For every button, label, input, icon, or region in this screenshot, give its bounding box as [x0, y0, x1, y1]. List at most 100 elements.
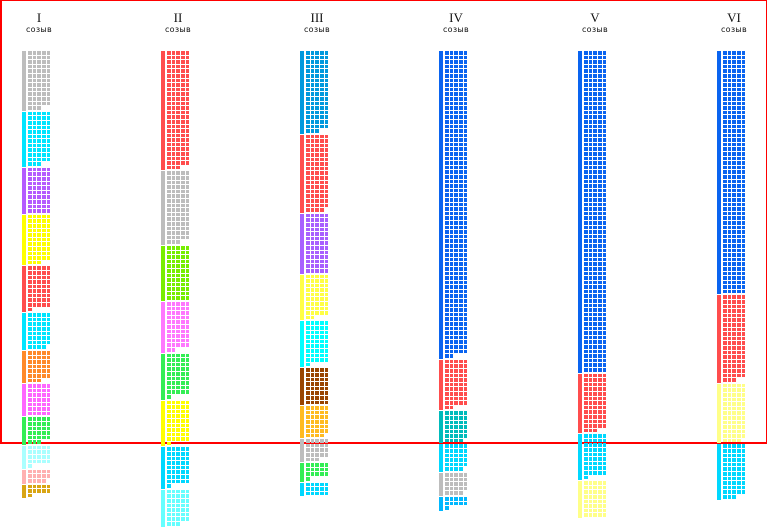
- seat-cell: [167, 371, 171, 376]
- seat-cell: [602, 115, 607, 119]
- seat-cell: [593, 78, 598, 83]
- seat-cell: [463, 359, 468, 364]
- seat-cell: [459, 378, 463, 382]
- seat-cell: [732, 165, 737, 170]
- seat-cell: [185, 92, 190, 96]
- seat-cell: [459, 188, 463, 193]
- seat-cell: [449, 335, 454, 340]
- seat-cell: [732, 257, 737, 262]
- seat-cell: [310, 236, 315, 241]
- seat-cell: [306, 115, 310, 119]
- faction-segment: [161, 51, 195, 171]
- seat-cell: [602, 83, 607, 87]
- seat-cell: [185, 212, 190, 217]
- seat-cell: [171, 185, 176, 189]
- seat-cell: [181, 55, 185, 60]
- seat-cell: [28, 177, 32, 181]
- seat-cell: [723, 216, 727, 220]
- seat-cell: [181, 51, 185, 55]
- seat-cell: [37, 331, 42, 336]
- seat-cell: [310, 119, 315, 124]
- seat-cell: [320, 335, 324, 339]
- seat-cell: [42, 51, 46, 55]
- seat-cell: [320, 176, 324, 180]
- seat-cell: [459, 491, 463, 495]
- seat-cell: [320, 264, 324, 268]
- seat-cell: [584, 78, 588, 83]
- seat-cell: [37, 55, 42, 60]
- seat-cell: [598, 335, 602, 340]
- seat-cell: [445, 501, 449, 506]
- seat-cell: [32, 251, 37, 256]
- seat-cell: [727, 175, 732, 179]
- faction-segment: [161, 447, 195, 489]
- seat-cell: [598, 60, 602, 64]
- seat-cell: [449, 96, 454, 101]
- seat-cell: [46, 73, 51, 78]
- seat-cell: [37, 246, 42, 251]
- seat-cell: [315, 353, 320, 358]
- seat-cell: [598, 110, 602, 115]
- seat-cell: [176, 208, 181, 212]
- seat-cell: [737, 485, 741, 490]
- seat-cell: [598, 64, 602, 69]
- seat-grid: [445, 497, 473, 511]
- seat-cell: [306, 78, 310, 83]
- seat-cell: [306, 194, 310, 198]
- seat-cell: [306, 306, 310, 311]
- seat-cell: [732, 156, 737, 161]
- seat-cell: [42, 101, 46, 106]
- seat-cell: [181, 409, 185, 414]
- seat-cell: [181, 69, 185, 73]
- seat-cell: [37, 450, 42, 455]
- seat-cell: [588, 443, 593, 448]
- seat-cell: [185, 371, 190, 376]
- seat-cell: [176, 376, 181, 381]
- seat-cell: [28, 60, 32, 64]
- seat-cell: [584, 303, 588, 308]
- seat-cell: [310, 292, 315, 297]
- seat-cell: [167, 278, 171, 282]
- seat-cell: [741, 359, 746, 364]
- seat-cell: [185, 287, 190, 291]
- seat-cell: [588, 142, 593, 147]
- seat-cell: [459, 110, 463, 115]
- seat-cell: [588, 335, 593, 340]
- seat-cell: [185, 489, 190, 494]
- seat-cell: [185, 414, 190, 418]
- seat-cell: [181, 329, 185, 334]
- seat-cell: [324, 119, 329, 124]
- seat-cell: [584, 175, 588, 179]
- seat-cell: [171, 64, 176, 69]
- seat-cell: [42, 73, 46, 78]
- seat-cell: [598, 133, 602, 138]
- seat-cell: [454, 501, 459, 506]
- seat-cell: [598, 243, 602, 248]
- seat-cell: [723, 415, 727, 420]
- seat-cell: [459, 331, 463, 335]
- seat-cell: [463, 165, 468, 170]
- seat-cell: [32, 289, 37, 293]
- seat-cell: [176, 329, 181, 334]
- seat-cell: [32, 55, 37, 60]
- seat-cell: [737, 368, 741, 373]
- seat-cell: [28, 266, 32, 270]
- seat-cell: [315, 395, 320, 400]
- seat-cell: [46, 397, 51, 402]
- seat-cell: [445, 230, 449, 234]
- seat-cell: [46, 153, 51, 157]
- seat-cell: [588, 485, 593, 490]
- seat-cell: [310, 51, 315, 55]
- seat-cell: [324, 292, 329, 297]
- seat-cell: [598, 382, 602, 387]
- seat-cell: [598, 220, 602, 225]
- seat-cell: [459, 501, 463, 506]
- seat-cell: [737, 253, 741, 257]
- seat-cell: [737, 402, 741, 406]
- seat-cell: [598, 216, 602, 220]
- seat-cell: [741, 161, 746, 165]
- seat-cell: [32, 445, 37, 450]
- seat-cell: [167, 133, 171, 138]
- seat-cell: [737, 225, 741, 230]
- seat-cell: [602, 443, 607, 448]
